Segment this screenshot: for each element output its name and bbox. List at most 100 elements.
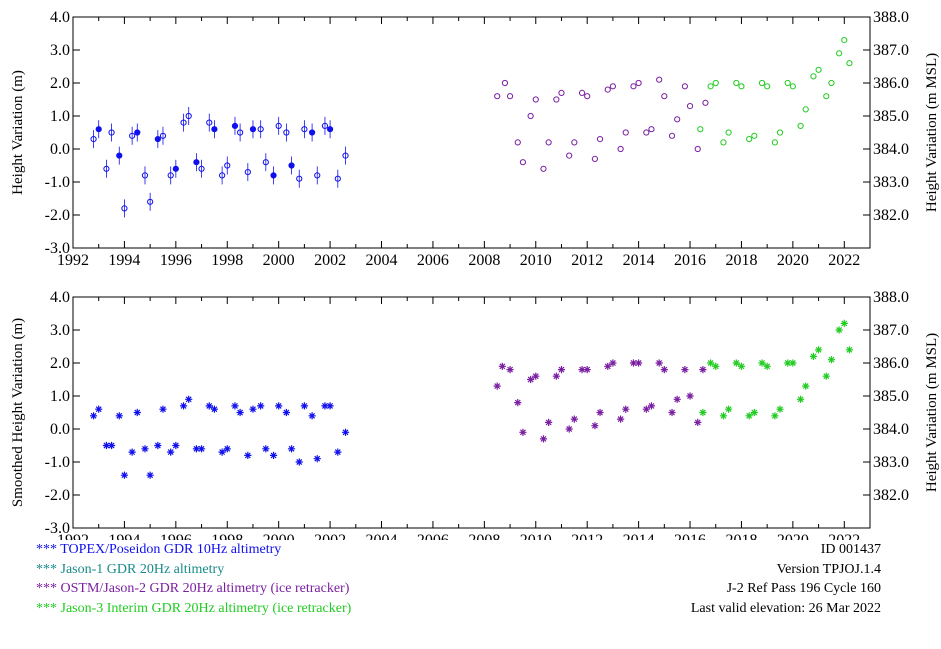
- y-right-tick-label: 386.0: [873, 355, 909, 372]
- y-tick-label: 1.0: [50, 108, 70, 125]
- data-point: [193, 159, 200, 166]
- data-point: [553, 96, 560, 103]
- data-point: [287, 445, 296, 453]
- data-point: [617, 415, 625, 423]
- data-point: [661, 93, 668, 100]
- data-point: [231, 122, 239, 130]
- data-point: [763, 362, 771, 370]
- data-point: [180, 119, 187, 126]
- data-point: [514, 399, 522, 407]
- bottom-plot-frame: [72, 296, 871, 529]
- data-point: [154, 441, 162, 450]
- legend-marker: ***: [36, 600, 57, 616]
- data-point: [146, 471, 154, 479]
- legend-marker: ***: [36, 542, 57, 557]
- data-point: [681, 366, 689, 374]
- data-point: [90, 136, 97, 143]
- legend-item-topex: *** TOPEX/Poseidon GDR 10Hz altimetry: [36, 540, 351, 560]
- x-tick-label: 2016: [674, 532, 706, 540]
- data-point: [771, 139, 778, 146]
- data-point: [133, 408, 141, 417]
- data-point: [236, 408, 244, 417]
- data-point: [835, 326, 843, 334]
- info-pass: J-2 Ref Pass 196 Cycle 160: [726, 581, 881, 596]
- data-point: [570, 415, 578, 423]
- data-point: [758, 359, 766, 367]
- top-y-axis-label: Height Variation (m): [10, 70, 26, 195]
- data-point: [814, 346, 823, 354]
- data-point: [841, 37, 848, 44]
- bottom-series-2: [493, 359, 707, 443]
- data-point: [301, 126, 308, 133]
- x-tick-label: 2002: [314, 252, 346, 269]
- data-point: [540, 165, 547, 172]
- data-point: [751, 132, 758, 139]
- data-point: [797, 122, 804, 130]
- data-point: [694, 418, 702, 426]
- data-point: [334, 448, 342, 456]
- data-point: [686, 392, 694, 400]
- data-point: [776, 129, 784, 136]
- y-right-tick-label: 388.0: [873, 289, 909, 306]
- y-right-tick-label: 382.0: [873, 207, 909, 224]
- bottom-panel: 1992 1994 1996 1998 2000 2002 2004 2006 2008 2010…: [10, 289, 940, 540]
- data-point: [141, 172, 149, 179]
- data-point: [622, 129, 629, 136]
- y-right-tick-label: 382.0: [873, 487, 909, 504]
- data-point: [733, 79, 740, 87]
- data-point: [314, 172, 321, 179]
- data-point: [784, 79, 791, 87]
- x-tick-label: 2016: [674, 252, 706, 269]
- data-point: [519, 428, 527, 436]
- data-point: [128, 448, 136, 456]
- data-point: [642, 405, 650, 413]
- data-point: [334, 175, 341, 182]
- data-point: [244, 169, 251, 176]
- bottom-series-3: [699, 319, 854, 420]
- bottom-series-0: [89, 395, 350, 479]
- data-point: [699, 366, 707, 374]
- data-point: [604, 362, 612, 370]
- data-point: [707, 359, 715, 367]
- data-point: [784, 359, 792, 367]
- data-point: [506, 93, 514, 100]
- data-point: [159, 132, 167, 139]
- y-right-tick-label: 388.0: [873, 9, 909, 26]
- data-point: [283, 129, 290, 136]
- data-point: [545, 139, 552, 146]
- data-point: [720, 139, 727, 146]
- data-point: [206, 119, 213, 126]
- data-point: [493, 382, 501, 390]
- x-tick-label: 1996: [160, 532, 192, 540]
- data-point: [527, 112, 534, 120]
- data-point: [776, 405, 784, 413]
- info-last-valid: Last valid elevation: 26 Mar 2022: [690, 600, 881, 616]
- x-tick-label: 2000: [263, 532, 295, 540]
- legend-label: OSTM/Jason-2 GDR 20Hz altimetry (ice ret…: [60, 581, 350, 596]
- data-point: [545, 418, 553, 426]
- data-point: [815, 66, 822, 73]
- data-point: [167, 172, 174, 179]
- data-point: [539, 435, 548, 443]
- data-point: [237, 129, 244, 136]
- data-point: [514, 139, 521, 146]
- data-point: [702, 99, 709, 106]
- y-tick-label: -2.0: [45, 487, 70, 504]
- data-point: [244, 451, 252, 459]
- legend-label: Jason-3 Interim GDR 20Hz altimetry (ice …: [60, 600, 352, 616]
- data-point: [648, 126, 655, 133]
- data-point: [262, 159, 269, 166]
- y-right-tick-label: 383.0: [873, 174, 909, 191]
- data-point: [326, 126, 334, 133]
- legend: *** TOPEX/Poseidon GDR 10Hz altimetry **…: [36, 540, 351, 618]
- x-tick-label: 1994: [108, 252, 140, 269]
- data-point: [629, 359, 638, 367]
- data-point: [686, 103, 694, 110]
- data-point: [296, 175, 303, 182]
- top-series-0: [90, 107, 349, 218]
- top-series-2: [494, 76, 709, 172]
- x-tick-label: 1994: [108, 532, 140, 540]
- x-tick-label: 2010: [520, 532, 552, 540]
- data-point: [342, 152, 349, 159]
